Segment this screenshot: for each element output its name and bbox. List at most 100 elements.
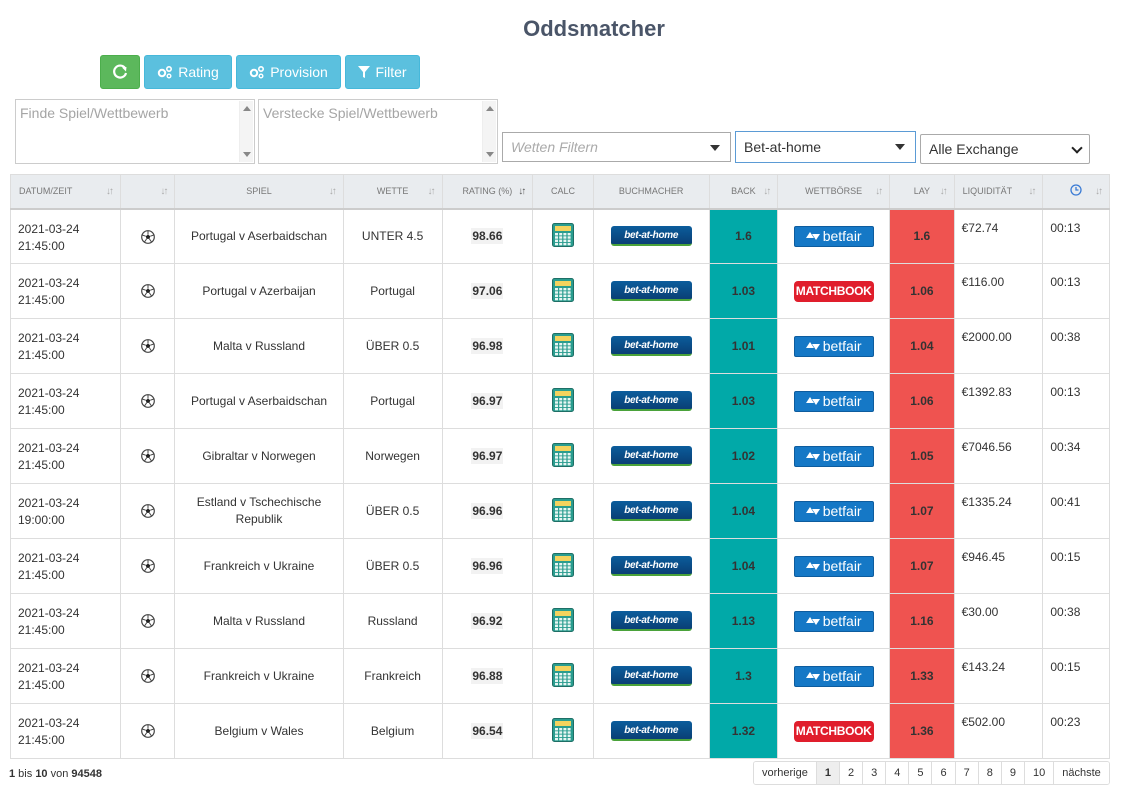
page-button-6[interactable]: 6 (932, 762, 956, 784)
bet-filter-select[interactable]: Wetten Filtern (502, 132, 731, 162)
table-row[interactable]: 2021-03-24 21:45:00 Portugal v Azerbaijan… (10, 263, 1110, 319)
betfair-logo[interactable]: betfair (793, 610, 874, 632)
bookmaker-cell: bet-at-home (592, 483, 710, 539)
col-header-sport[interactable]: ↓↑ (119, 174, 176, 210)
filter-button-label: Filter (375, 64, 407, 80)
matchbook-logo[interactable]: MATCHBOOK (793, 280, 874, 302)
table-row[interactable]: 2021-03-24 21:45:00 Belgium v Wales Belgi… (10, 703, 1110, 759)
betfair-logo[interactable]: betfair (793, 225, 874, 247)
col-header-exchange[interactable]: WETTBÖRSE ↓↑ (777, 174, 891, 210)
back-odds-cell: 1.04 (708, 483, 779, 539)
col-header-back[interactable]: BACK ↓↑ (708, 174, 779, 210)
calculator-icon[interactable] (551, 717, 574, 745)
provision-button[interactable]: Provision (236, 55, 341, 89)
scrollbar[interactable] (239, 101, 253, 162)
col-header-bet[interactable]: WETTE ↓↑ (342, 174, 443, 210)
scrollbar[interactable] (482, 101, 496, 162)
page-button-10[interactable]: 10 (1024, 762, 1055, 784)
bet-at-home-logo[interactable]: bet-at-home (610, 226, 692, 247)
calc-cell[interactable] (532, 483, 594, 539)
exchange-select[interactable]: Alle Exchange (920, 134, 1090, 164)
filter-button[interactable]: Filter (345, 55, 420, 89)
page-button-8[interactable]: 8 (978, 762, 1002, 784)
calc-cell[interactable] (532, 593, 594, 649)
col-header-date[interactable]: DATUM/ZEIT ↓↑ (10, 174, 121, 210)
calculator-icon[interactable] (551, 662, 574, 690)
table-row[interactable]: 2021-03-24 21:45:00 Malta v Russland ÜBER… (10, 318, 1110, 374)
betfair-logo[interactable]: betfair (793, 555, 874, 577)
page-button-3[interactable]: 3 (863, 762, 887, 784)
bet-cell: Norwegen (342, 428, 443, 484)
calc-cell[interactable] (532, 263, 594, 319)
table-row[interactable]: 2021-03-24 21:45:00 Portugal v Aserbaidsc… (10, 373, 1110, 429)
next-page-button[interactable]: nächste (1054, 762, 1109, 784)
rating-button[interactable]: Rating (144, 55, 232, 89)
betfair-logo[interactable]: betfair (793, 390, 874, 412)
bet-at-home-logo[interactable]: bet-at-home (610, 391, 692, 411)
betfair-logo[interactable]: betfair (793, 335, 874, 357)
bet-at-home-logo[interactable]: bet-at-home (610, 501, 692, 521)
hide-game-placeholder: Verstecke Spiel/Wettbewerb (263, 105, 438, 121)
table-row[interactable]: 2021-03-24 21:45:00 Frankreich v Ukraine … (10, 538, 1110, 594)
calc-cell[interactable] (532, 648, 594, 704)
calculator-icon[interactable] (551, 277, 574, 305)
refresh-button[interactable] (100, 55, 140, 89)
table-row[interactable]: 2021-03-24 21:45:00 Frankreich v Ukraine … (10, 648, 1110, 704)
betfair-logo[interactable]: betfair (793, 665, 874, 687)
page-button-4[interactable]: 4 (886, 762, 910, 784)
table-row[interactable]: 2021-03-24 21:45:00 Gibraltar v Norwegen … (10, 428, 1110, 484)
calc-cell[interactable] (532, 318, 594, 374)
calc-cell[interactable] (532, 703, 594, 759)
find-game-input[interactable]: Finde Spiel/Wettbewerb (15, 99, 255, 164)
hide-game-input[interactable]: Verstecke Spiel/Wettbewerb (258, 99, 498, 164)
page-button-7[interactable]: 7 (955, 762, 979, 784)
table-row[interactable]: 2021-03-24 21:45:00 Portugal v Aserbaidsc… (10, 208, 1110, 264)
bet-at-home-logo[interactable]: bet-at-home (610, 721, 692, 741)
game-cell: Portugal v Azerbaijan (174, 263, 344, 319)
calc-cell[interactable] (532, 538, 594, 594)
bet-at-home-logo[interactable]: bet-at-home (610, 611, 692, 631)
calc-cell[interactable] (532, 428, 594, 484)
page-button-1[interactable]: 1 (816, 762, 840, 784)
bookmaker-select[interactable]: Bet-at-home (735, 131, 916, 163)
back-odds-cell: 1.03 (708, 373, 779, 429)
caret-down-icon (895, 144, 905, 150)
calculator-icon[interactable] (551, 442, 574, 470)
calc-cell[interactable] (532, 373, 594, 429)
page-button-5[interactable]: 5 (909, 762, 933, 784)
col-header-time[interactable]: ↓↑ (1042, 174, 1110, 210)
calculator-icon[interactable] (551, 387, 574, 415)
bet-at-home-logo[interactable]: bet-at-home (610, 336, 692, 356)
col-header-game[interactable]: SPIEL ↓↑ (174, 174, 344, 210)
lay-odds-cell: 1.06 (889, 373, 955, 429)
calculator-icon[interactable] (551, 222, 574, 250)
page-button-2[interactable]: 2 (839, 762, 864, 784)
odds-table: DATUM/ZEIT ↓↑ ↓↑ SPIEL ↓↑ WETTE ↓↑ RATING (… (10, 174, 1110, 759)
col-header-rating[interactable]: RATING (%) ↓↑ (441, 174, 534, 210)
bet-at-home-logo[interactable]: bet-at-home (610, 446, 692, 466)
bet-at-home-logo[interactable]: bet-at-home (610, 556, 692, 576)
calculator-icon[interactable] (551, 332, 574, 360)
table-row[interactable]: 2021-03-24 19:00:00 Estland v Tschechisch… (10, 483, 1110, 539)
soccer-ball-icon (140, 449, 155, 464)
betfair-logo[interactable]: betfair (793, 445, 874, 467)
calculator-icon[interactable] (551, 497, 574, 525)
calc-cell[interactable] (532, 208, 594, 264)
calculator-icon[interactable] (551, 607, 574, 635)
rating-cell: 96.92 (441, 593, 534, 649)
betfair-logo[interactable]: betfair (793, 500, 874, 522)
col-header-lay[interactable]: LAY ↓↑ (889, 174, 955, 210)
calculator-icon[interactable] (551, 552, 574, 580)
sport-cell (119, 263, 176, 319)
col-header-liquidity[interactable]: LIQUIDITÄT ↓↑ (953, 174, 1044, 210)
bet-at-home-logo[interactable]: bet-at-home (610, 281, 692, 301)
game-cell: Malta v Russland (174, 593, 344, 649)
bet-at-home-logo[interactable]: bet-at-home (610, 666, 692, 686)
table-row[interactable]: 2021-03-24 21:45:00 Malta v Russland Russ… (10, 593, 1110, 649)
prev-page-button[interactable]: vorherige (754, 762, 817, 784)
soccer-ball-icon (140, 559, 155, 574)
matchbook-logo[interactable]: MATCHBOOK (793, 720, 874, 742)
date-cell: 2021-03-24 21:45:00 (10, 428, 121, 484)
sort-icon: ↓↑ (518, 186, 526, 197)
page-button-9[interactable]: 9 (1001, 762, 1025, 784)
